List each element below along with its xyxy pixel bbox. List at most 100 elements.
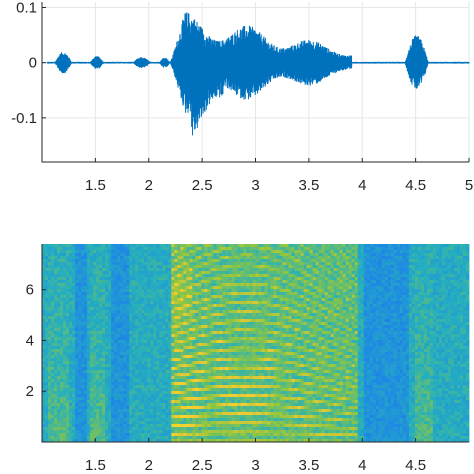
spectrogram-cell <box>234 298 238 302</box>
spectrogram-cell <box>198 259 202 263</box>
spectrogram-cell <box>123 364 127 368</box>
spectrogram-cell <box>201 250 205 254</box>
spectrogram-cell <box>243 247 247 251</box>
spectrogram-cell <box>147 304 151 308</box>
spectrogram-cell <box>123 433 127 437</box>
spectrogram-cell <box>51 310 55 314</box>
spectrogram-cell <box>126 394 130 398</box>
spectrogram-cell <box>219 301 223 305</box>
spectrogram-cell <box>192 382 196 386</box>
spectrogram-cell <box>150 370 154 374</box>
spectrogram-cell <box>159 406 163 410</box>
spectrogram-cell <box>153 277 157 281</box>
spectrogram-cell <box>66 289 70 293</box>
spectrogram-cell <box>168 358 172 362</box>
spectrogram-cell <box>201 373 205 377</box>
spectrogram-cell <box>75 418 79 422</box>
spectrogram-cell <box>162 286 166 290</box>
spectrogram-cell <box>216 334 220 338</box>
spectrogram-cell <box>168 409 172 413</box>
spectrogram-cell <box>114 274 118 278</box>
spectrogram-cell <box>144 412 148 416</box>
spectrogram-cell <box>156 427 160 431</box>
spectrogram-cell <box>147 265 151 269</box>
spectrogram-cell <box>201 427 205 431</box>
spectrogram-cell <box>165 340 169 344</box>
spectrogram-cell <box>210 313 214 317</box>
spectrogram-cell <box>144 367 148 371</box>
spectrogram-cell <box>243 271 247 275</box>
spectrogram-cell <box>156 430 160 434</box>
spectrogram-cell <box>210 388 214 392</box>
spectrogram-cell <box>168 277 172 281</box>
spectrogram-cell <box>237 262 241 266</box>
spectrogram-cell <box>153 265 157 269</box>
spectrogram-cell <box>150 262 154 266</box>
spectrogram-cell <box>189 283 193 287</box>
waveform-x-tick-label: 3 <box>251 177 259 194</box>
spectrogram-cell <box>138 424 142 428</box>
spectrogram-cell <box>48 271 52 275</box>
spectrogram-cell <box>126 415 130 419</box>
spectrogram-cell <box>159 361 163 365</box>
spectrogram-cell <box>141 385 145 389</box>
spectrogram-cell <box>117 271 121 275</box>
spectrogram-cell <box>171 262 175 266</box>
spectrogram-cell <box>54 295 58 299</box>
spectrogram-cell <box>174 370 178 374</box>
spectrogram-cell <box>228 244 232 248</box>
spectrogram-cell <box>210 259 214 263</box>
spectrogram-cell <box>228 382 232 386</box>
spectrogram-cell <box>156 268 160 272</box>
spectrogram-cell <box>141 256 145 260</box>
spectrogram-cell <box>162 271 166 275</box>
spectrogram-cell <box>207 439 211 443</box>
spectrogram-cell <box>60 397 64 401</box>
spectrogram-cell <box>114 397 118 401</box>
spectrogram-cell <box>249 343 253 347</box>
spectrogram-cell <box>45 427 49 431</box>
spectrogram-cell <box>66 418 70 422</box>
spectrogram-cell <box>237 349 241 353</box>
spectrogram-cell <box>51 322 55 326</box>
spectrogram-cell <box>105 280 109 284</box>
spectrogram-cell <box>99 274 103 278</box>
spectrogram-cell <box>180 325 184 329</box>
spectrogram-cell <box>54 343 58 347</box>
spectrogram-cell <box>48 433 52 437</box>
spectrogram-cell <box>180 268 184 272</box>
spectrogram-cell <box>48 331 52 335</box>
spectrogram-cell <box>255 337 259 341</box>
spectrogram-cell <box>234 274 238 278</box>
spectrogram-cell <box>93 412 97 416</box>
spectrogram-cell <box>123 292 127 296</box>
spectrogram-cell <box>249 373 253 377</box>
spectrogram-cell <box>51 367 55 371</box>
spectrogram-cell <box>93 283 97 287</box>
spectrogram-cell <box>93 265 97 269</box>
spectrogram-cell <box>81 292 85 296</box>
spectrogram-cell <box>216 433 220 437</box>
spectrogram-cell <box>201 379 205 383</box>
spectrogram-cell <box>228 349 232 353</box>
spectrogram-cell <box>159 304 163 308</box>
spectrogram-cell <box>156 343 160 347</box>
spectrogram-cell <box>66 295 70 299</box>
spectrogram-cell <box>96 376 100 380</box>
spectrogram-cell <box>51 265 55 269</box>
spectrogram-cell <box>48 397 52 401</box>
spectrogram-cell <box>258 424 262 428</box>
spectrogram-cell <box>81 274 85 278</box>
spectrogram-cell <box>225 343 229 347</box>
spectrogram-cell <box>84 400 88 404</box>
spectrogram-cell <box>99 412 103 416</box>
spectrogram-cell <box>267 265 271 269</box>
spectrogram-cell <box>93 328 97 332</box>
spectrogram-cell <box>51 283 55 287</box>
spectrogram-cell <box>159 250 163 254</box>
spectrogram-cell <box>264 265 268 269</box>
spectrogram-cell <box>78 403 82 407</box>
spectrogram-cell <box>51 409 55 413</box>
spectrogram-cell <box>231 406 235 410</box>
spectrogram-cell <box>234 349 238 353</box>
